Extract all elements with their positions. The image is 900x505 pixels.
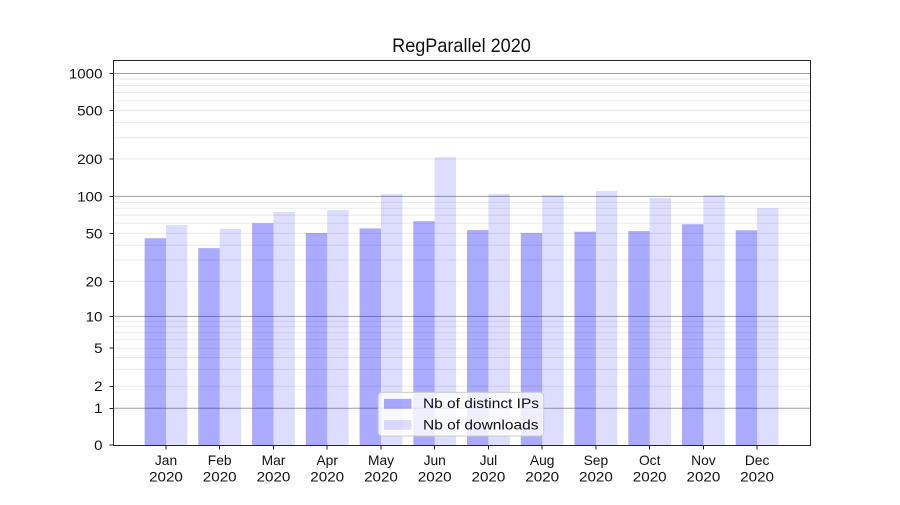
svg-text:5: 5 (94, 341, 103, 356)
svg-text:2: 2 (94, 379, 102, 394)
svg-text:Nb of distinct IPs: Nb of distinct IPs (423, 396, 539, 411)
svg-text:2020: 2020 (525, 470, 559, 485)
svg-text:50: 50 (86, 226, 103, 241)
svg-text:2020: 2020 (203, 470, 237, 485)
svg-text:2020: 2020 (149, 470, 183, 485)
svg-text:2020: 2020 (364, 470, 398, 485)
svg-text:Oct: Oct (639, 453, 661, 468)
svg-text:2020: 2020 (740, 470, 774, 485)
svg-text:10: 10 (86, 309, 103, 324)
svg-text:2020: 2020 (418, 470, 452, 485)
svg-text:2020: 2020 (579, 470, 613, 485)
svg-text:Sep: Sep (584, 453, 609, 468)
svg-text:Mar: Mar (262, 453, 286, 468)
svg-text:Jun: Jun (424, 453, 446, 468)
svg-text:2020: 2020 (310, 470, 344, 485)
svg-text:0: 0 (94, 438, 103, 453)
svg-text:Jan: Jan (155, 453, 177, 468)
svg-text:2020: 2020 (257, 470, 291, 485)
svg-text:Dec: Dec (745, 453, 770, 468)
svg-text:Aug: Aug (530, 453, 555, 468)
svg-text:100: 100 (77, 189, 103, 204)
svg-text:Nov: Nov (691, 453, 716, 468)
svg-text:500: 500 (77, 103, 103, 118)
svg-text:2020: 2020 (472, 470, 506, 485)
svg-text:20: 20 (86, 274, 103, 289)
svg-text:RegParallel 2020: RegParallel 2020 (392, 36, 531, 57)
svg-text:2020: 2020 (633, 470, 667, 485)
svg-text:Jul: Jul (480, 453, 498, 468)
svg-text:1000: 1000 (69, 66, 103, 81)
svg-text:Apr: Apr (316, 453, 338, 468)
svg-text:Nb of downloads: Nb of downloads (423, 418, 539, 433)
svg-text:200: 200 (77, 152, 103, 167)
svg-text:1: 1 (94, 401, 102, 416)
svg-text:Feb: Feb (208, 453, 232, 468)
svg-text:May: May (368, 453, 394, 468)
svg-text:2020: 2020 (687, 470, 721, 485)
